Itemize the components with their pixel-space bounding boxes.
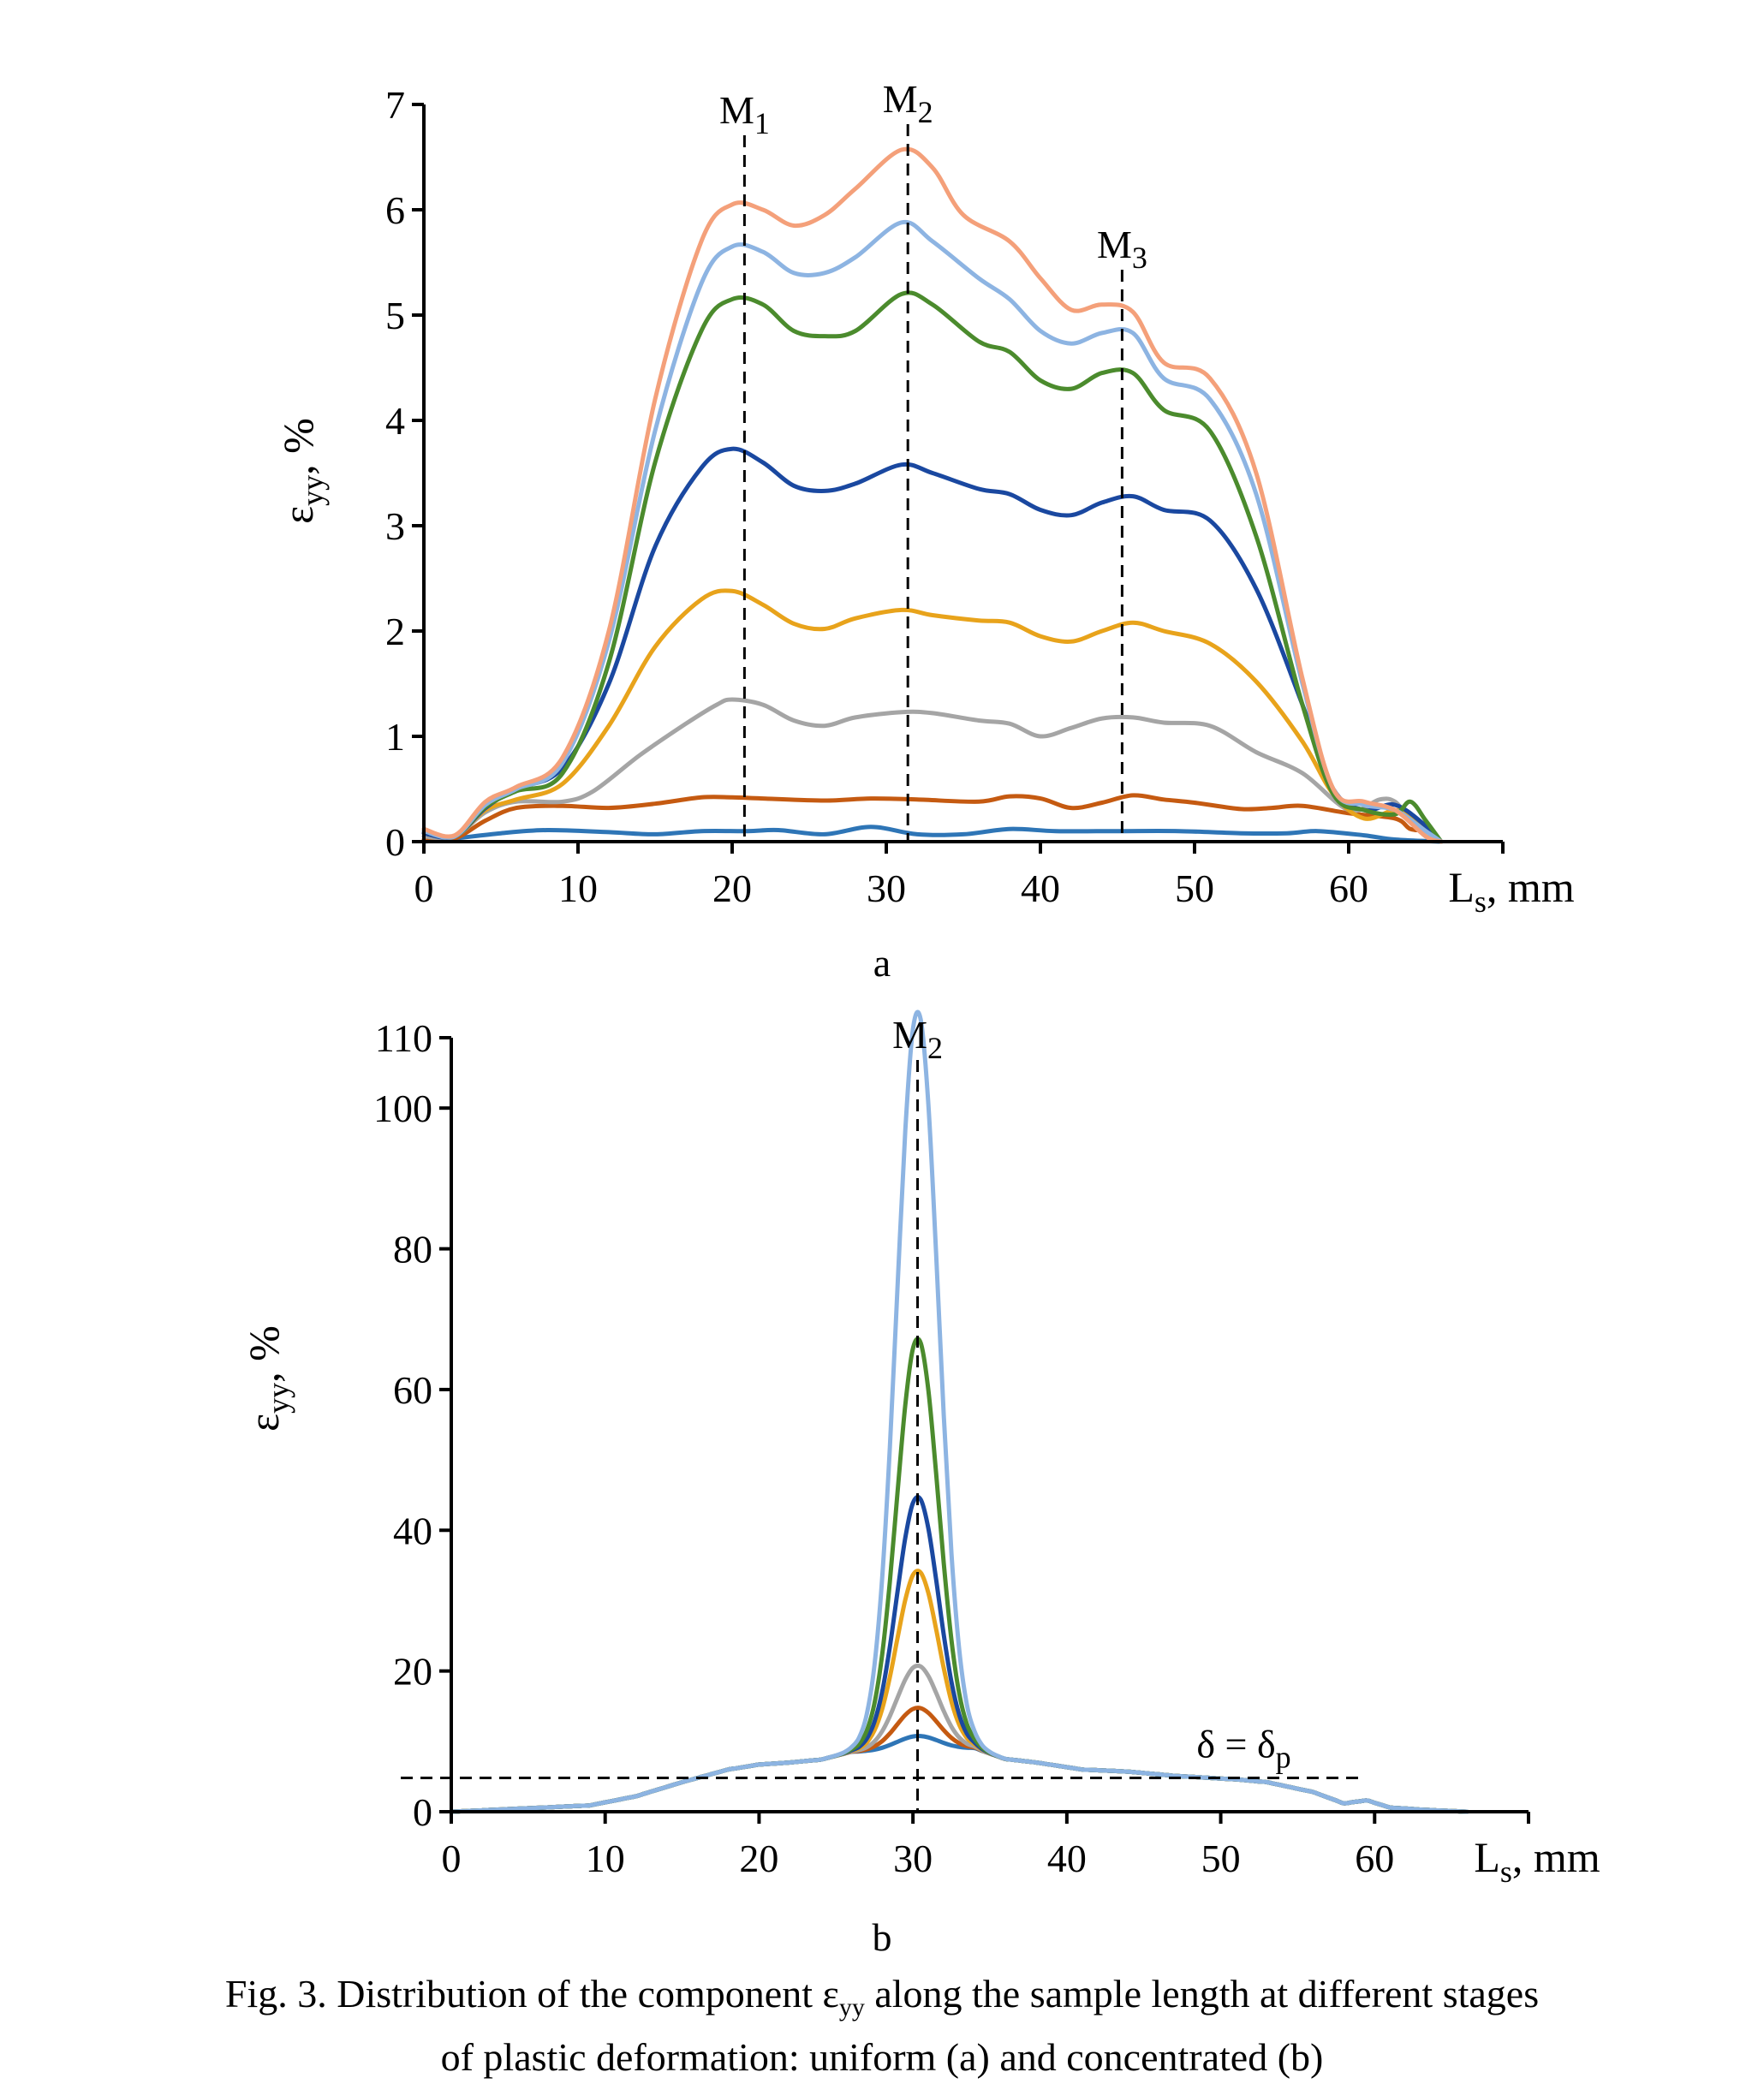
caption-line-1-prefix: Fig. 3. Distribution of the component ε <box>224 1972 839 2016</box>
caption-line-2: of plastic deformation: uniform (a) and … <box>440 2035 1324 2080</box>
a-series-line-1 <box>421 825 1444 844</box>
a-marker-label-m1: M1 <box>719 88 770 140</box>
a-series-line-6 <box>421 290 1444 844</box>
chart-b-y-axis-title: εyy, % <box>240 1325 295 1432</box>
b-x-tick-label: 60 <box>1355 1837 1394 1880</box>
figure-caption: Fig. 3. Distribution of the component εy… <box>0 1969 1764 2082</box>
b-x-tick-label: 30 <box>893 1837 933 1880</box>
a-series-line-2 <box>421 793 1444 844</box>
b-x-tick-label: 20 <box>739 1837 778 1880</box>
a-y-tick-label: 5 <box>385 294 405 337</box>
b-series-line-7 <box>449 1009 1469 1814</box>
a-y-tick-label: 1 <box>385 715 405 759</box>
b-x-tick-label: 0 <box>442 1837 462 1880</box>
chart-a-panel-label: a <box>873 941 891 985</box>
a-series-line-3 <box>421 697 1444 844</box>
b-y-tick-label: 40 <box>393 1509 432 1552</box>
chart-b-panel-label: b <box>873 1915 892 1959</box>
a-marker-label-m2: M2 <box>883 77 933 129</box>
b-y-tick-label: 80 <box>393 1228 432 1271</box>
chart-b: M2 δ = δp 0 10 20 30 40 50 60 0 20 40 60 80 100 110 εy… <box>240 1009 1600 1959</box>
chart-a-y-axis-title: εyy, % <box>274 418 330 524</box>
b-y-tick-label: 60 <box>393 1368 432 1412</box>
b-y-tick-label: 110 <box>375 1016 432 1060</box>
caption-subscript: yy <box>838 1993 865 2022</box>
b-reference-label: δ = δp <box>1196 1723 1290 1775</box>
a-y-tick-label: 4 <box>385 399 405 443</box>
b-x-tick-label: 40 <box>1047 1837 1087 1880</box>
a-y-tick-label: 7 <box>385 83 405 127</box>
b-marker-label-m2: M2 <box>892 1013 943 1065</box>
chart-b-axes: 0 10 20 30 40 50 60 0 20 40 60 80 100 110 <box>373 1016 1530 1880</box>
chart-a: M1 M2 M3 0 10 20 30 40 50 60 0 1 2 3 4 5 6 7 εyy, % Ls, … <box>274 77 1575 985</box>
chart-a-markers: M1 M2 M3 <box>719 77 1147 842</box>
b-y-tick-label: 0 <box>413 1790 432 1834</box>
a-x-tick-label: 60 <box>1329 866 1368 910</box>
b-x-tick-label: 50 <box>1201 1837 1241 1880</box>
a-x-tick-label: 10 <box>558 866 598 910</box>
a-x-tick-label: 20 <box>712 866 752 910</box>
a-y-tick-label: 6 <box>385 188 405 232</box>
b-y-tick-label: 100 <box>373 1087 432 1130</box>
chart-a-series-group <box>421 146 1444 844</box>
a-x-tick-label: 40 <box>1021 866 1060 910</box>
b-series-line-1 <box>449 1734 1469 1814</box>
caption-line-1-suffix: along the sample length at different sta… <box>864 1972 1540 2016</box>
a-x-tick-label: 0 <box>414 866 434 910</box>
a-y-tick-label: 2 <box>385 610 405 653</box>
a-series-line-8 <box>421 146 1444 844</box>
chart-b-markers: M2 δ = δp <box>401 1013 1364 1812</box>
a-y-tick-label: 3 <box>385 504 405 548</box>
a-y-tick-label: 0 <box>385 820 405 864</box>
a-marker-label-m3: M3 <box>1097 223 1147 275</box>
chart-b-series-group <box>449 1009 1469 1814</box>
a-x-tick-label: 30 <box>867 866 906 910</box>
b-y-tick-label: 20 <box>393 1650 432 1694</box>
caption-line-1: Fig. 3. Distribution of the component εy… <box>0 1969 1764 2033</box>
a-x-tick-label: 50 <box>1175 866 1214 910</box>
b-x-tick-label: 10 <box>586 1837 625 1880</box>
chart-b-x-axis-title: Ls, mm <box>1474 1833 1600 1889</box>
chart-a-x-axis-title: Ls, mm <box>1448 863 1574 919</box>
chart-a-axes: 0 10 20 30 40 50 60 0 1 2 3 4 5 6 7 <box>385 83 1505 910</box>
